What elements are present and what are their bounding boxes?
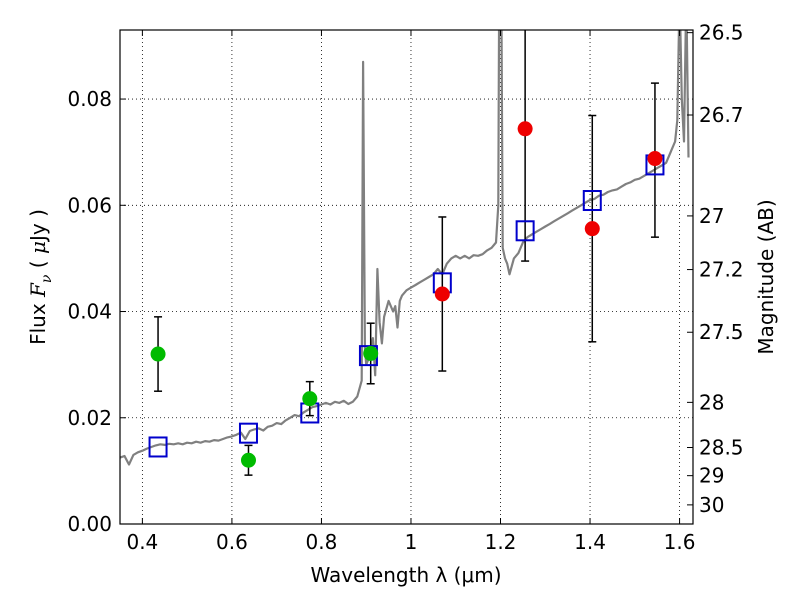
x-tick-label: 1 <box>405 530 418 554</box>
y-label-unit: Jy ) <box>26 209 50 243</box>
right-tick-label: 27 <box>699 204 724 228</box>
x-axis-label: Wavelength λ (μm) <box>310 563 501 587</box>
data-area <box>120 30 690 476</box>
model-box <box>238 422 258 444</box>
model-box <box>582 190 602 212</box>
right-tick-label: 26.7 <box>699 103 744 127</box>
right-tick-label: 30 <box>699 493 724 517</box>
x-tick-label: 1.4 <box>574 530 606 554</box>
x-tick-label: 1.2 <box>485 530 517 554</box>
right-tick-label: 26.5 <box>699 21 744 45</box>
y-tick-label: 0.06 <box>67 193 112 217</box>
y-label-nu: ν <box>39 274 55 283</box>
green-point <box>240 452 256 468</box>
y-tick-label: 0.00 <box>67 512 112 536</box>
plot-frame <box>119 29 694 525</box>
green-point <box>302 391 318 407</box>
right-tick-label: 27.2 <box>699 258 744 282</box>
y-label-mu: μ <box>26 241 50 254</box>
x-tick-label: 0.8 <box>306 530 338 554</box>
red-point <box>434 286 450 302</box>
axis-ticks: 0.4 0.6 0.8 1 1.2 1.4 1.6 0.00 0.02 0.04 0.06 0.08 2… <box>67 21 743 554</box>
x-tick-label: 0.6 <box>216 530 248 554</box>
model-spectrum-line <box>120 30 690 466</box>
green-point <box>150 346 166 362</box>
y-label-open: ( <box>26 254 50 275</box>
right-tick-label: 27.5 <box>699 320 744 344</box>
y-label-flux: Flux <box>26 297 50 345</box>
model-box <box>148 436 168 458</box>
x-tick-label: 1.6 <box>664 530 696 554</box>
right-tick-label: 28 <box>699 390 724 414</box>
y-tick-label: 0.08 <box>67 87 112 111</box>
right-axis-label: Magnitude (AB) <box>754 199 778 354</box>
y-label-F: F <box>26 282 50 298</box>
y-tick-label: 0.02 <box>67 406 112 430</box>
model-box <box>515 220 535 242</box>
red-point <box>647 151 663 167</box>
green-point <box>363 345 379 361</box>
y-axis-label: Flux Fν ( μJy ) <box>26 209 55 345</box>
y-tick-label: 0.04 <box>67 300 112 324</box>
right-tick-label: 29 <box>699 464 724 488</box>
red-point <box>584 221 600 237</box>
red-point <box>517 121 533 137</box>
right-tick-label: 28.5 <box>699 436 744 460</box>
x-tick-label: 0.4 <box>126 530 158 554</box>
